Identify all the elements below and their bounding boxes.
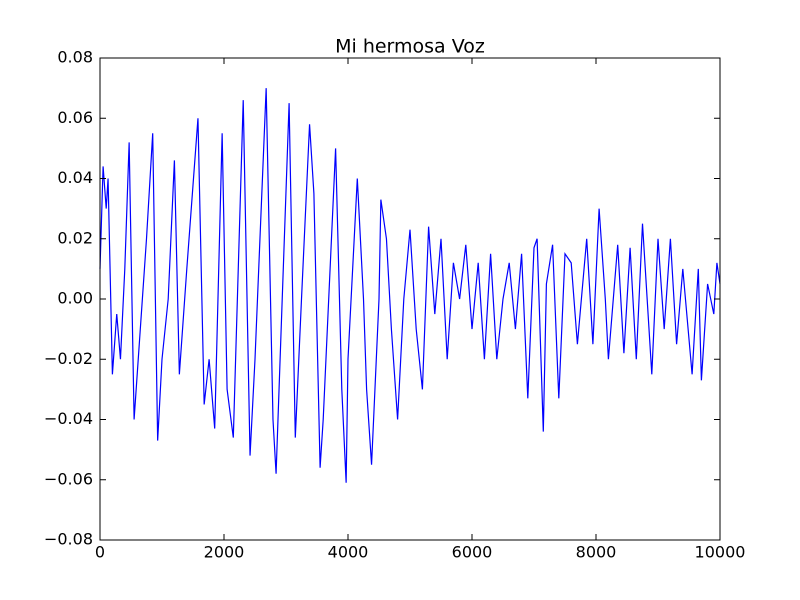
y-tick-label: 0.02 bbox=[57, 228, 93, 247]
y-tick-label: 0.08 bbox=[57, 48, 93, 67]
x-tick-label: 0 bbox=[95, 543, 105, 562]
y-tick-label: −0.02 bbox=[44, 349, 93, 368]
y-tick-label: 0.00 bbox=[57, 289, 93, 308]
x-tick-label: 4000 bbox=[328, 543, 369, 562]
plot-frame bbox=[99, 57, 721, 541]
x-tick-label: 10000 bbox=[695, 543, 746, 562]
y-tick-label: −0.06 bbox=[44, 469, 93, 488]
x-tick-label: 6000 bbox=[452, 543, 493, 562]
y-tick-label: 0.06 bbox=[57, 108, 93, 127]
y-tick-label: −0.04 bbox=[44, 409, 93, 428]
x-tick-label: 2000 bbox=[204, 543, 245, 562]
y-tick-label: 0.04 bbox=[57, 168, 93, 187]
y-tick-label: −0.08 bbox=[44, 530, 93, 549]
x-tick-label: 8000 bbox=[576, 543, 617, 562]
data-line bbox=[99, 88, 721, 483]
chart-title: Mi hermosa Voz bbox=[335, 36, 485, 58]
